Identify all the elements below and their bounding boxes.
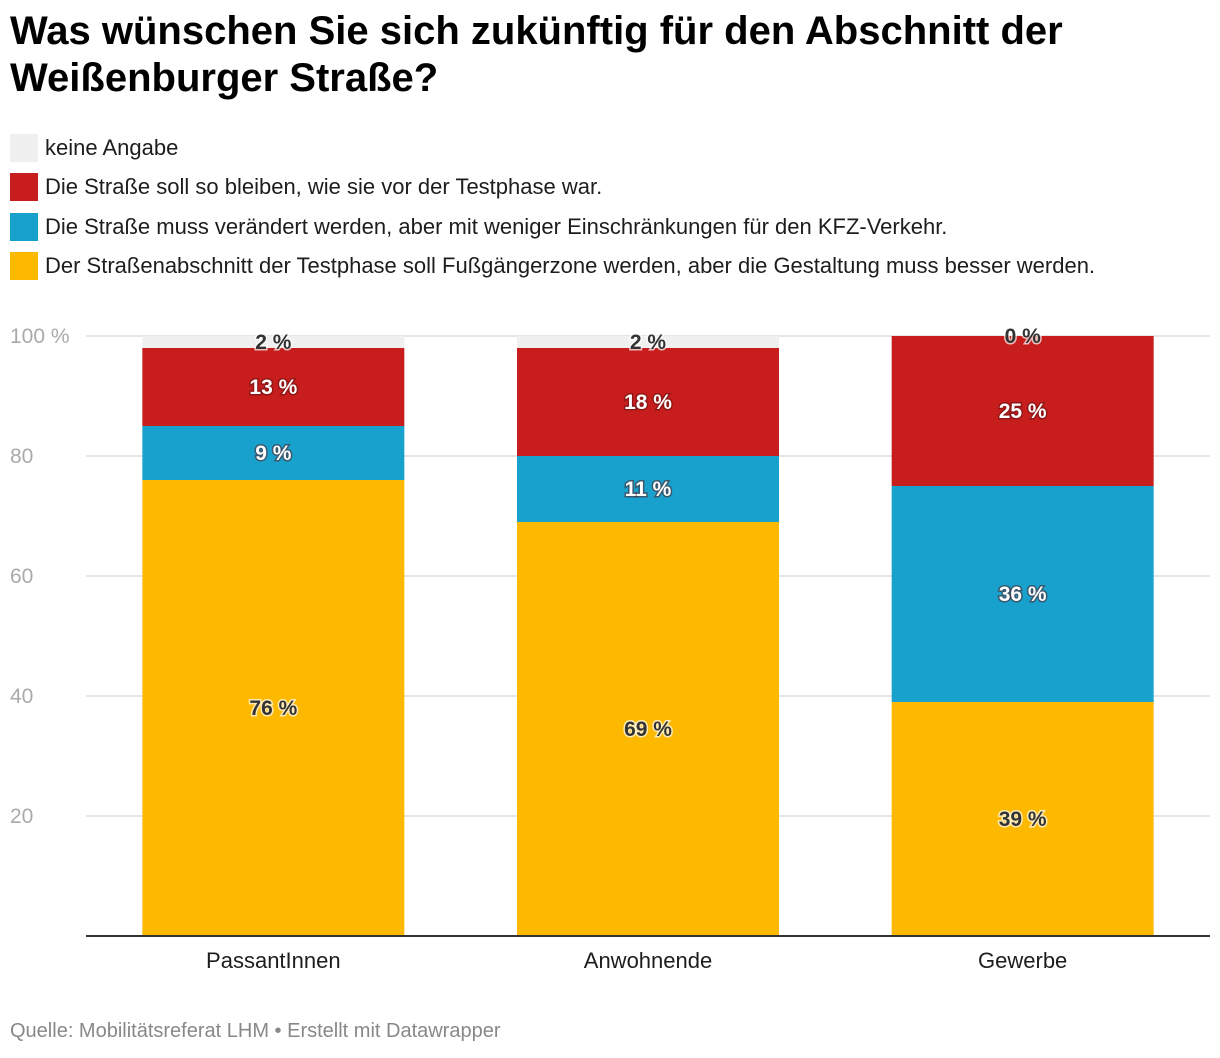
bar-segment bbox=[891, 486, 1154, 702]
bar-segment bbox=[142, 336, 405, 348]
value-label: 18 % bbox=[624, 391, 672, 414]
bar-segment bbox=[142, 348, 405, 426]
chart-title: Was wünschen Sie sich zukünftig für den … bbox=[10, 9, 1063, 100]
bar-segment bbox=[142, 480, 405, 936]
legend: keine Angabe Die Straße soll so bleiben, … bbox=[10, 128, 1095, 286]
value-label: 69 % bbox=[624, 718, 672, 741]
y-tick-label: 20 bbox=[10, 805, 33, 828]
legend-swatch bbox=[10, 173, 38, 202]
source-footer: Quelle: Mobilitätsreferat LHM • Erstellt… bbox=[10, 1020, 501, 1042]
bar-segment bbox=[517, 336, 779, 348]
value-label: 0 % bbox=[1005, 325, 1042, 348]
x-category-label: PassantInnen bbox=[206, 948, 341, 973]
value-label: 39 % bbox=[999, 808, 1047, 831]
legend-label: Die Straße muss verändert werden, aber m… bbox=[45, 213, 948, 239]
y-tick-label: 40 bbox=[10, 685, 33, 708]
legend-label: Die Straße soll so bleiben, wie sie vor … bbox=[45, 174, 603, 200]
legend-item: Die Straße muss verändert werden, aber m… bbox=[10, 207, 1095, 247]
legend-swatch bbox=[10, 212, 38, 241]
value-label: 9 % bbox=[255, 442, 292, 465]
y-tick-label: 60 bbox=[10, 565, 33, 588]
stacked-bar-chart: 20 40 60 80 100 % 76 % 9 % 13 % 2 % PassantInnen 6… bbox=[10, 324, 1210, 973]
legend-label: keine Angabe bbox=[45, 134, 179, 160]
value-label: 13 % bbox=[249, 376, 297, 399]
x-category-label: Anwohnende bbox=[584, 948, 712, 973]
value-label: 2 % bbox=[255, 331, 292, 354]
legend-item: keine Angabe bbox=[10, 128, 1095, 168]
bar-segment bbox=[891, 702, 1154, 936]
value-label: 76 % bbox=[249, 697, 297, 720]
value-label: 11 % bbox=[625, 478, 672, 501]
y-tick-label: 100 % bbox=[10, 325, 70, 348]
legend-item: Die Straße soll so bleiben, wie sie vor … bbox=[10, 168, 1095, 208]
legend-swatch bbox=[10, 133, 38, 162]
bar-segment bbox=[517, 348, 779, 456]
value-label: 25 % bbox=[999, 400, 1047, 423]
x-category-label: Gewerbe bbox=[978, 948, 1067, 973]
legend-swatch bbox=[10, 252, 38, 281]
y-tick-label: 80 bbox=[10, 445, 33, 468]
bar-segment bbox=[142, 426, 405, 480]
legend-item: Der Straßenabschnitt der Testphase soll … bbox=[10, 247, 1095, 287]
bar-segment bbox=[517, 522, 779, 936]
value-label: 2 % bbox=[630, 331, 667, 354]
legend-label: Der Straßenabschnitt der Testphase soll … bbox=[45, 253, 1096, 279]
value-label: 36 % bbox=[999, 583, 1047, 606]
bar-segment bbox=[891, 336, 1154, 486]
bar-segment bbox=[517, 456, 779, 522]
